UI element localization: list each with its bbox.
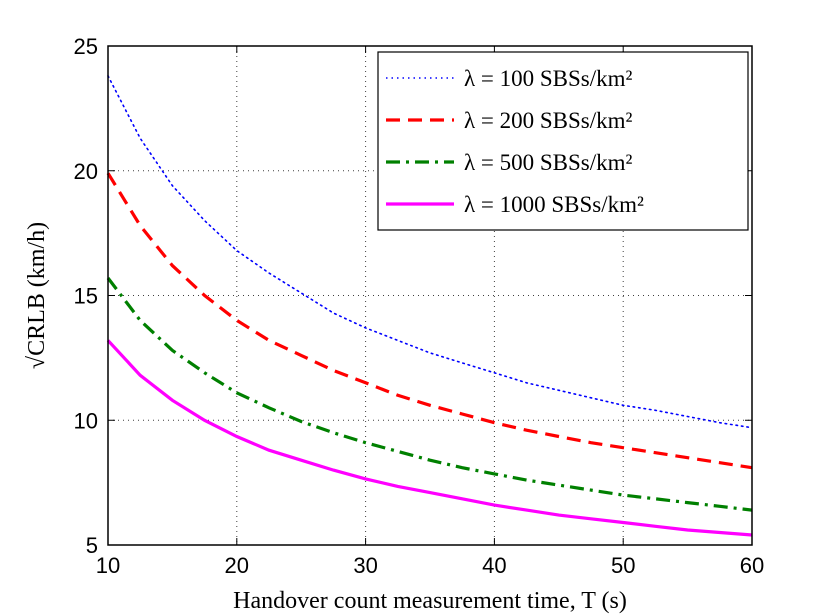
x-axis-label: Handover count measurement time, T (s) bbox=[233, 588, 627, 614]
y-tick-label: 25 bbox=[74, 34, 98, 59]
y-tick-label: 5 bbox=[86, 533, 98, 558]
y-tick-label: 10 bbox=[74, 408, 98, 433]
series-line-3 bbox=[106, 277, 753, 512]
y-tick-label: 15 bbox=[74, 284, 98, 309]
x-tick-label: 30 bbox=[353, 553, 377, 578]
legend-entry-3: λ = 500 SBSs/km² bbox=[464, 150, 633, 175]
legend-box bbox=[377, 51, 749, 231]
series-line-4 bbox=[106, 339, 753, 537]
legend-entry-2: λ = 200 SBSs/km² bbox=[464, 108, 633, 133]
y-tick-label: 20 bbox=[74, 159, 98, 184]
x-tick-label: 60 bbox=[740, 553, 764, 578]
x-tick-label: 20 bbox=[225, 553, 249, 578]
x-tick-label: 50 bbox=[611, 553, 635, 578]
y-axis-label: √CRLB (km/h) bbox=[24, 222, 50, 369]
legend-entry-4: λ = 1000 SBSs/km² bbox=[464, 192, 644, 217]
series-line-1 bbox=[107, 75, 753, 429]
legend: λ = 100 SBSs/km² λ = 200 SBSs/km² λ = 500 … bbox=[377, 51, 749, 231]
x-tick-label: 40 bbox=[482, 553, 506, 578]
series-lines bbox=[106, 75, 753, 537]
x-tick-label: 10 bbox=[96, 553, 120, 578]
series-line-2 bbox=[106, 172, 753, 470]
legend-entry-1: λ = 100 SBSs/km² bbox=[464, 66, 633, 91]
